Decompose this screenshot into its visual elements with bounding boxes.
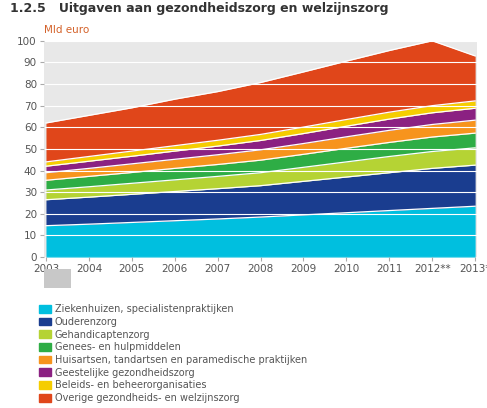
Text: 1.2.5   Uitgaven aan gezondheidszorg en welzijnszorg: 1.2.5 Uitgaven aan gezondheidszorg en we…	[10, 2, 388, 15]
Text: Mld euro: Mld euro	[44, 24, 89, 35]
Legend: Ziekenhuizen, specialistenpraktijken, Ouderenzorg, Gehandicaptenzorg, Genees- en: Ziekenhuizen, specialistenpraktijken, Ou…	[39, 304, 307, 403]
